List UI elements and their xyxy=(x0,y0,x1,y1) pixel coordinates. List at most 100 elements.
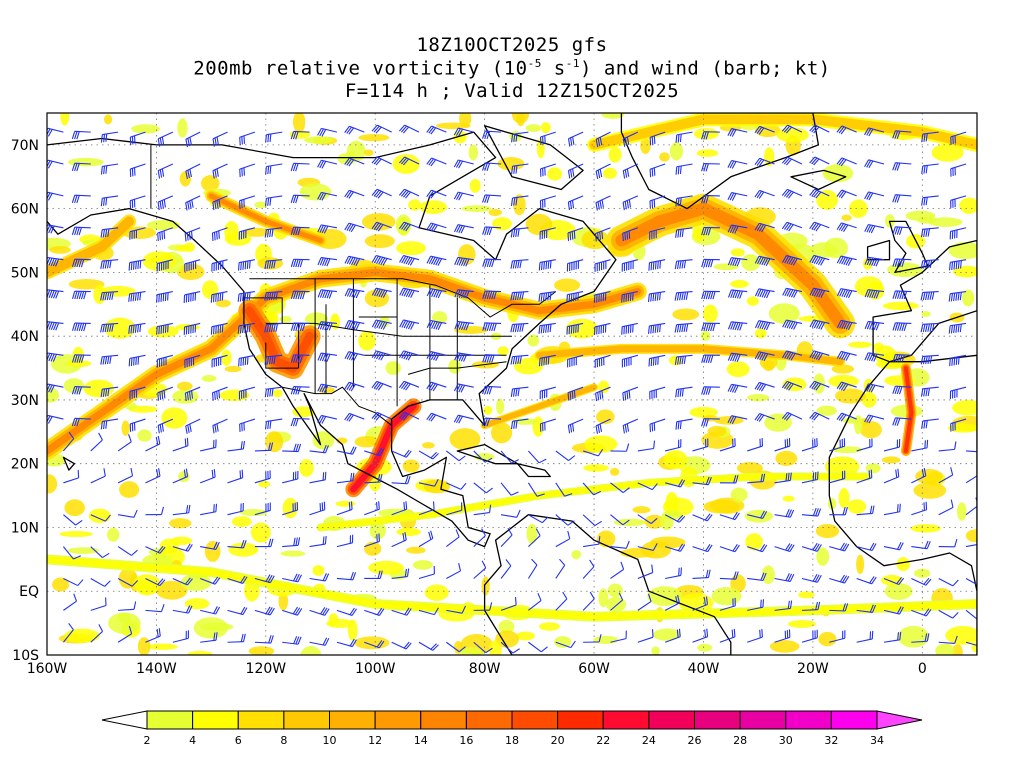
wind-barb xyxy=(555,482,573,497)
coastline xyxy=(516,463,551,478)
vorticity-patch xyxy=(242,227,270,237)
wind-barb xyxy=(647,322,666,334)
vorticity-patch xyxy=(711,586,742,606)
wind-barb xyxy=(90,624,104,643)
wind-barb xyxy=(418,566,435,580)
wind-barb xyxy=(212,418,228,434)
vorticity-patch xyxy=(402,459,420,473)
vorticity-patch xyxy=(177,381,193,391)
colorbar-tick-label: 6 xyxy=(235,734,242,747)
vorticity-patch xyxy=(747,394,770,402)
vorticity-patch xyxy=(798,591,815,599)
wind-barb xyxy=(309,471,327,484)
wind-barb xyxy=(674,322,693,333)
wind-barb xyxy=(965,641,977,647)
wind-barb xyxy=(567,195,584,211)
wind-barb xyxy=(938,499,954,516)
wind-barb xyxy=(500,559,512,579)
wind-barb xyxy=(649,418,666,433)
vorticity-patch xyxy=(965,529,977,543)
wind-barb xyxy=(371,380,392,391)
wind-barb xyxy=(254,538,274,548)
wind-barb xyxy=(211,259,228,272)
vorticity-patch xyxy=(449,428,481,450)
map-title-run: 18Z10OCT2025 gfs xyxy=(416,34,608,56)
wind-barb xyxy=(528,592,542,611)
wind-barb xyxy=(100,163,119,175)
wind-barb xyxy=(391,501,408,516)
wind-barb xyxy=(371,350,392,361)
wind-barb xyxy=(911,633,930,643)
wind-barb xyxy=(473,602,493,611)
vorticity-patch xyxy=(136,579,158,596)
wind-barb xyxy=(344,222,365,233)
wind-barb xyxy=(692,476,712,486)
wind-barb xyxy=(674,259,693,270)
wind-barb xyxy=(71,322,91,332)
title-field-part: ) and wind (barb; kt) xyxy=(579,57,831,80)
colorbar-tick-label: 30 xyxy=(779,734,793,747)
vorticity-patch xyxy=(689,406,718,418)
wind-barb xyxy=(128,322,146,334)
wind-barb xyxy=(200,606,221,615)
wind-barb xyxy=(172,504,191,516)
wind-barb xyxy=(371,254,392,266)
vorticity-patch xyxy=(155,580,188,600)
wind-barb xyxy=(727,383,748,393)
wind-barb xyxy=(371,188,392,199)
vorticity-patch xyxy=(59,531,93,538)
vorticity-patch xyxy=(672,308,700,321)
wind-barb xyxy=(583,536,601,548)
title-field-part: 200mb relative vorticity (10 xyxy=(193,57,528,80)
wind-barb xyxy=(747,473,766,484)
wind-barb xyxy=(117,467,134,484)
wind-barb xyxy=(781,124,803,134)
wind-barb xyxy=(481,130,502,140)
wind-barb xyxy=(610,540,630,549)
wind-barb xyxy=(727,192,748,201)
wind-barb xyxy=(747,510,768,519)
wind-barb xyxy=(528,450,547,464)
vorticity-patch xyxy=(856,554,865,575)
wind-barb xyxy=(90,514,111,522)
vorticity-patch xyxy=(258,480,271,488)
vorticity-patch xyxy=(492,217,512,231)
vorticity-patch xyxy=(651,646,660,655)
wind-barb xyxy=(317,159,338,169)
wind-barb xyxy=(344,351,365,362)
wind-barb xyxy=(426,222,447,233)
vorticity-patch xyxy=(775,450,798,466)
wind-barb xyxy=(129,418,146,432)
wind-barb xyxy=(290,258,310,268)
wind-barb xyxy=(426,412,447,422)
vorticity-patch xyxy=(254,201,268,209)
wind-barb xyxy=(336,501,353,516)
wind-barb xyxy=(227,469,244,484)
wind-barb xyxy=(829,506,848,516)
wind-barb xyxy=(145,628,161,643)
vorticity-patch xyxy=(47,387,59,403)
wind-barb xyxy=(172,630,190,643)
wind-barb xyxy=(921,418,939,429)
wind-barb xyxy=(754,381,775,392)
vorticity-patch xyxy=(754,328,767,339)
vorticity-band xyxy=(615,202,847,330)
colorbar-segment xyxy=(648,710,695,730)
vorticity-patch xyxy=(956,502,967,521)
wind-barb xyxy=(539,418,556,432)
vorticity-patch xyxy=(935,643,955,655)
vorticity-patch xyxy=(52,577,70,592)
wind-barb xyxy=(446,605,467,614)
wind-barb xyxy=(473,641,493,654)
wind-barb xyxy=(836,157,857,167)
wind-barb xyxy=(418,501,435,516)
vorticity-patch xyxy=(224,220,239,242)
wind-barb xyxy=(510,195,529,206)
vorticity-patch xyxy=(601,113,625,119)
wind-barb xyxy=(453,159,474,169)
wind-barb xyxy=(364,447,385,457)
wind-barb xyxy=(719,571,739,580)
wind-barb xyxy=(157,163,174,179)
wind-barb xyxy=(344,288,365,299)
wind-barb xyxy=(426,288,447,299)
